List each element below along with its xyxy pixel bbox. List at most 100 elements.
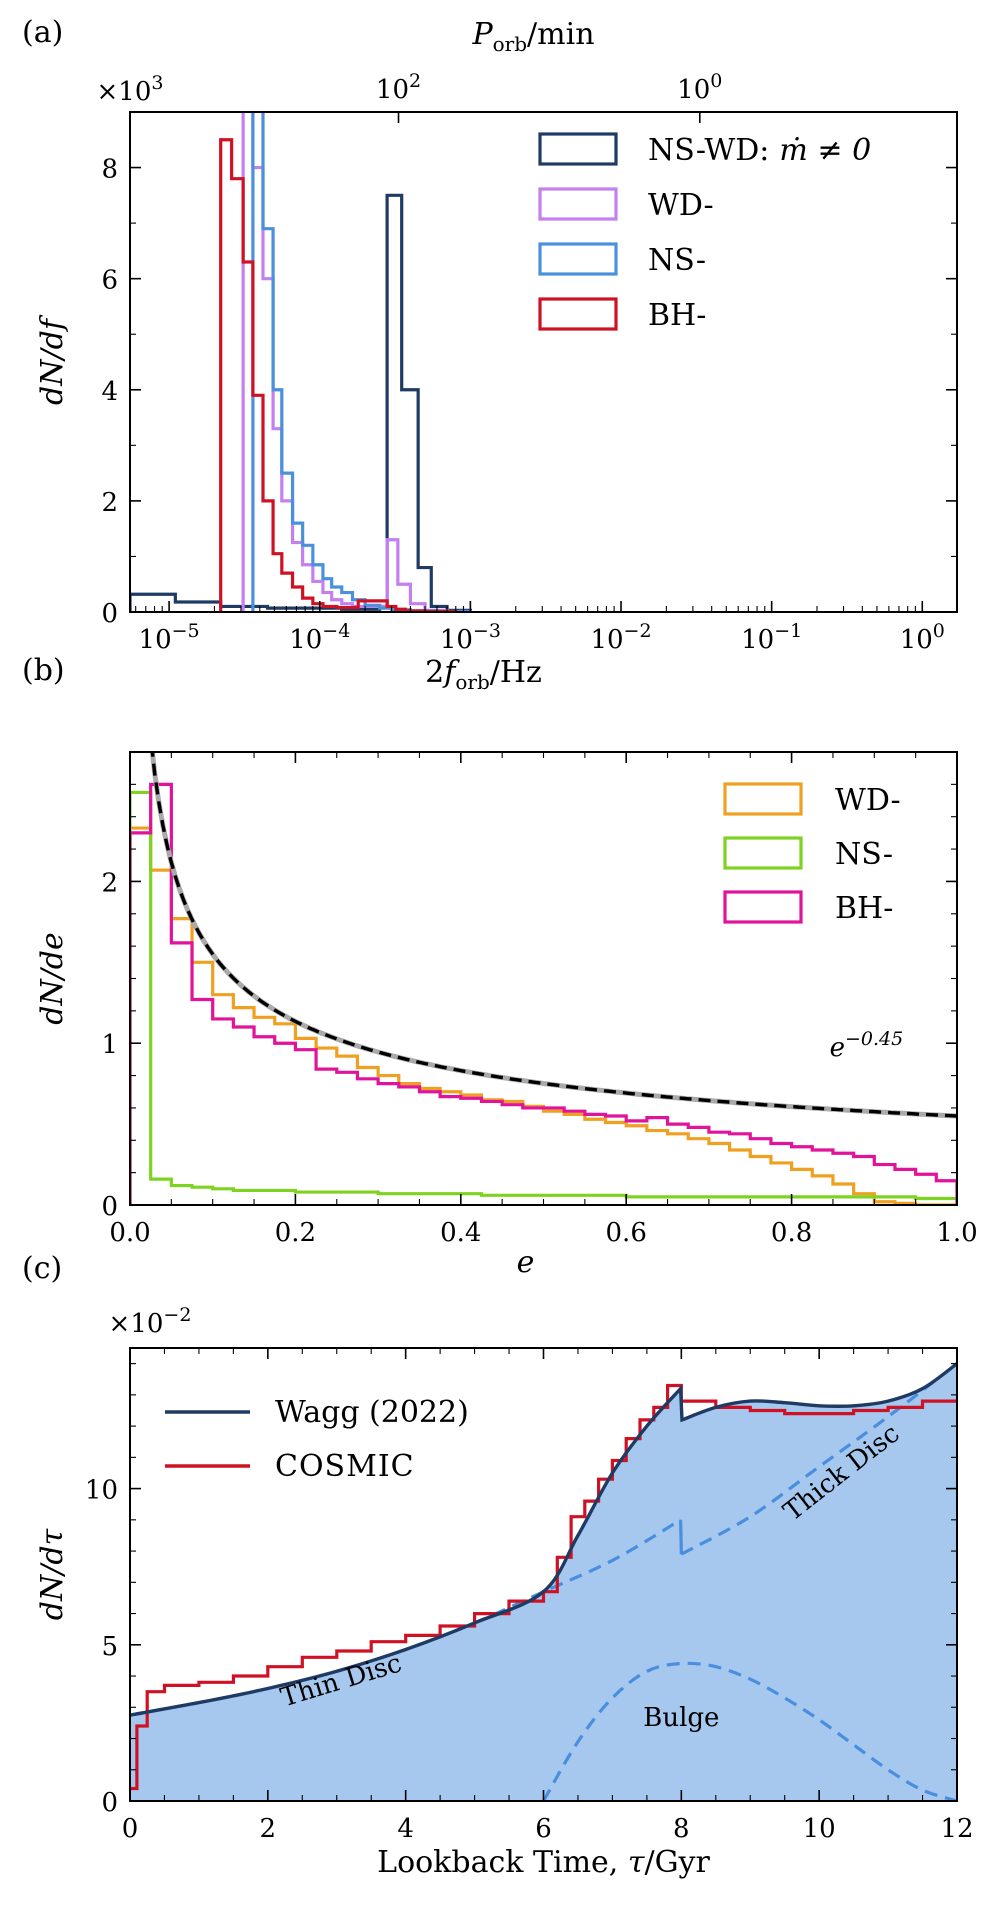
a-ytick-label-1: 2 bbox=[101, 488, 118, 518]
panel-label-b: (b) bbox=[22, 653, 65, 688]
a-ytick-label-4: 8 bbox=[101, 155, 118, 185]
legend-a-swatch-wd_a bbox=[538, 187, 618, 221]
b-ytick-label-1: 1 bbox=[101, 1030, 118, 1060]
histogram-b-wd_b bbox=[130, 826, 957, 1205]
b-xtick-label-4: 0.8 bbox=[771, 1218, 812, 1248]
b-xtick-label-3: 0.6 bbox=[606, 1218, 647, 1248]
panel-b-legend: WD- NS- BH- bbox=[723, 782, 901, 926]
a-xlabel-rest: /Hz bbox=[490, 655, 542, 690]
legend-b-label-ns_b: NS- bbox=[835, 837, 893, 872]
c-ylabel: dN/dτ bbox=[35, 1528, 70, 1620]
c-xtick-label-3: 6 bbox=[535, 1814, 552, 1844]
a-xtick-label-3: 10−2 bbox=[590, 620, 651, 655]
legend-b-swatch-bh_b bbox=[723, 890, 803, 924]
a-ylabel: dN/df bbox=[35, 314, 70, 405]
a-xtick-label-0: 10−5 bbox=[139, 620, 200, 655]
component-disc-jump bbox=[679, 1519, 683, 1555]
c-ytick-label-2: 10 bbox=[85, 1476, 118, 1506]
b-xlabel: e bbox=[517, 1245, 535, 1280]
c-xlabel-tau: τ bbox=[628, 1845, 645, 1880]
panel-a-legend: NS-WD: ṁ ≠ 0 WD- NS- BH- bbox=[538, 132, 871, 333]
legend-a-swatch-bh_a bbox=[538, 297, 618, 331]
legend-b-swatch-wd_b bbox=[723, 782, 803, 816]
b-ytick-label-2: 2 bbox=[101, 868, 118, 898]
a-xtick-label-3-exp: −2 bbox=[624, 620, 652, 642]
a-xtick-label-4-exp: −1 bbox=[774, 620, 802, 642]
panel-b-frame bbox=[129, 751, 958, 1206]
a-xtick-label-0-base: 10 bbox=[139, 625, 172, 655]
a-xtick-label-0-exp: −5 bbox=[172, 620, 200, 642]
annotation-bulge: Bulge bbox=[643, 1703, 719, 1733]
a-ylabel-var: dN/df bbox=[35, 314, 70, 405]
a-xtick-label-2: 10−3 bbox=[440, 620, 501, 655]
c-xlabel-post: /Gyr bbox=[644, 1845, 710, 1880]
a-xlabel: 2forb/Hz bbox=[425, 655, 542, 694]
a-y-multiplier: ×103 bbox=[97, 72, 164, 107]
b-ytick-label-0: 0 bbox=[101, 1192, 118, 1222]
cosmic-step-line bbox=[130, 1383, 957, 1791]
a-xtick-label-1-exp: −4 bbox=[322, 620, 350, 642]
legend-a-label-bh_a: BH- bbox=[648, 298, 706, 333]
legend-c-label-wagg: Wagg (2022) bbox=[275, 1395, 469, 1430]
a-top-label-var: P bbox=[471, 17, 493, 52]
histogram-a-bh_a bbox=[219, 138, 458, 612]
c-xtick-label-1: 2 bbox=[260, 1814, 277, 1844]
b-xtick-label-2: 0.4 bbox=[440, 1218, 481, 1248]
total-area-fill bbox=[130, 1363, 957, 1801]
c-xtick-label-4: 8 bbox=[673, 1814, 690, 1844]
b-ylabel: dN/de bbox=[35, 932, 70, 1025]
a-xtick-label-5-base: 10 bbox=[900, 625, 933, 655]
c-ytick-label-0: 0 bbox=[101, 1788, 118, 1818]
c-y-multiplier: ×10−2 bbox=[109, 1304, 192, 1339]
a-xtick-label-1-base: 10 bbox=[289, 625, 322, 655]
wagg-line bbox=[130, 1362, 957, 1717]
b-xtick-label-0: 0.0 bbox=[109, 1218, 150, 1248]
a-xtick-label-1: 10−4 bbox=[289, 620, 350, 655]
a-toptick-label-1-exp: 0 bbox=[710, 70, 722, 92]
panel-label-a: (a) bbox=[22, 15, 63, 50]
panel-a-frame bbox=[129, 111, 958, 613]
a-toptick-label-1: 100 bbox=[677, 70, 722, 105]
a-xtick-label-4: 10−1 bbox=[741, 620, 802, 655]
a-y-multiplier-exp: 3 bbox=[151, 72, 163, 94]
legend-a-swatch-ns_a bbox=[538, 242, 618, 276]
a-xtick-label-4-base: 10 bbox=[741, 625, 774, 655]
c-xtick-label-0: 0 bbox=[122, 1814, 139, 1844]
a-ytick-label-3: 6 bbox=[101, 266, 118, 296]
histogram-a-ns_wd bbox=[130, 193, 472, 612]
c-xlabel: Lookback Time, τ/Gyr bbox=[377, 1845, 710, 1880]
a-top-label-sub: orb bbox=[493, 32, 527, 56]
a-xtick-label-5: 100 bbox=[900, 620, 945, 655]
c-y-multiplier-exp: −2 bbox=[163, 1304, 191, 1326]
panel-label-c: (c) bbox=[22, 1251, 62, 1286]
legend-a-label-ns_a: NS- bbox=[648, 243, 706, 278]
a-xtick-label-5-exp: 0 bbox=[933, 620, 945, 642]
fit-curve-b bbox=[150, 752, 957, 1118]
c-xtick-label-2: 4 bbox=[397, 1814, 414, 1844]
fit-label-b-base: e bbox=[830, 1033, 845, 1063]
a-toptick-label-1-base: 10 bbox=[677, 75, 710, 105]
c-y-multiplier-base: ×10 bbox=[109, 1309, 164, 1339]
a-xlabel-sub: orb bbox=[455, 670, 489, 694]
c-ytick-label-1: 5 bbox=[101, 1632, 118, 1662]
legend-a-label-ns_wd: NS-WD: ṁ ≠ 0 bbox=[648, 133, 871, 168]
a-y-multiplier-base: ×10 bbox=[97, 77, 152, 107]
c-xtick-label-6: 12 bbox=[940, 1814, 973, 1844]
panel-a-histograms bbox=[130, 112, 472, 612]
panel-c-legend: Wagg (2022) COSMIC bbox=[165, 1395, 469, 1484]
legend-b-label-bh_b: BH- bbox=[835, 891, 893, 926]
b-xtick-label-5: 1.0 bbox=[936, 1218, 977, 1248]
a-xtick-label-3-base: 10 bbox=[590, 625, 623, 655]
a-ytick-label-0: 0 bbox=[101, 599, 118, 629]
c-xlabel-pre: Lookback Time, bbox=[377, 1845, 628, 1880]
a-ytick-label-2: 4 bbox=[101, 377, 118, 407]
legend-b-label-wd_b: WD- bbox=[835, 783, 901, 818]
fit-label-b-exp: −0.45 bbox=[845, 1028, 903, 1050]
histogram-a-ns_a bbox=[251, 112, 472, 612]
c-xtick-label-5: 10 bbox=[803, 1814, 836, 1844]
